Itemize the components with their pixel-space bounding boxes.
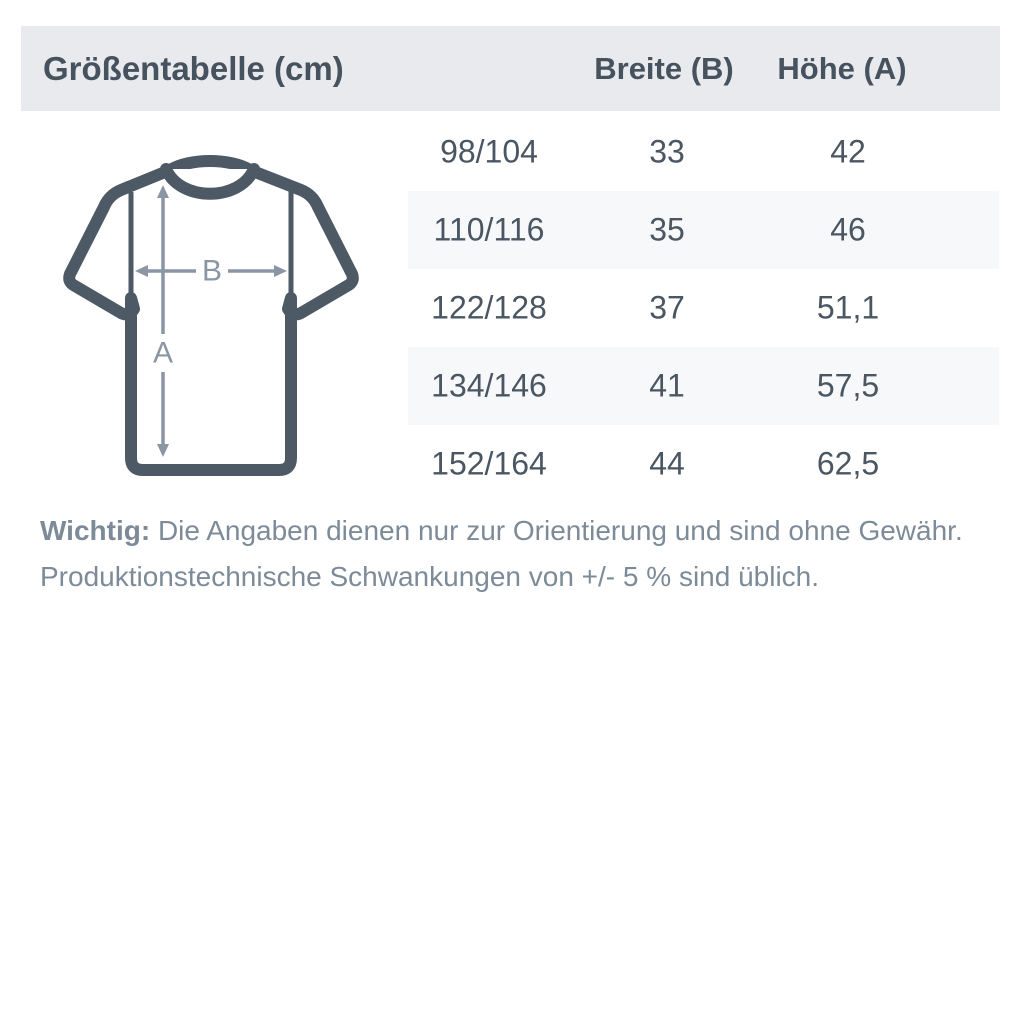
height-cell: 62,5 bbox=[816, 445, 880, 482]
note-line-2: Produktionstechnische Schwankungen von +… bbox=[40, 554, 970, 600]
width-cell: 33 bbox=[649, 133, 685, 170]
width-cell: 37 bbox=[649, 289, 685, 326]
column-header-height: Höhe (A) bbox=[777, 50, 907, 86]
height-cell: 46 bbox=[830, 211, 866, 248]
width-cell: 35 bbox=[649, 211, 685, 248]
note-line-1: Wichtig: Die Angaben dienen nur zur Orie… bbox=[40, 508, 970, 554]
note-text-1: Die Angaben dienen nur zur Orientierung … bbox=[157, 515, 963, 546]
size-cell: 134/146 bbox=[431, 367, 547, 404]
tshirt-outline bbox=[63, 155, 359, 476]
size-cell: 110/116 bbox=[433, 211, 545, 248]
page-title: Größentabelle (cm) bbox=[43, 49, 344, 87]
width-arrowhead-right bbox=[274, 265, 287, 277]
note-prefix: Wichtig: bbox=[40, 515, 151, 546]
collar-icon bbox=[160, 163, 260, 200]
height-cell: 57,5 bbox=[816, 367, 880, 404]
table-row: 110/116 35 46 bbox=[408, 191, 999, 269]
table-row: 134/146 41 57,5 bbox=[408, 347, 999, 425]
size-cell: 122/128 bbox=[431, 289, 547, 326]
height-arrow-label: A bbox=[153, 337, 173, 370]
important-note: Wichtig: Die Angaben dienen nur zur Orie… bbox=[40, 508, 970, 600]
size-cell: 98/104 bbox=[440, 133, 538, 170]
table-row: 98/104 33 42 bbox=[408, 113, 999, 191]
table-header-bar: Größentabelle (cm) Breite (B) Höhe (A) bbox=[21, 26, 1000, 111]
table-row: 122/128 37 51,1 bbox=[408, 269, 999, 347]
height-arrowhead-top bbox=[157, 185, 169, 198]
table-row: 152/164 44 62,5 bbox=[408, 425, 999, 503]
width-cell: 41 bbox=[649, 367, 685, 404]
column-header-width: Breite (B) bbox=[594, 50, 734, 86]
width-arrowhead-left bbox=[135, 265, 148, 277]
height-arrowhead-bottom bbox=[157, 444, 169, 457]
size-table: 98/104 33 42 110/116 35 46 122/128 37 51… bbox=[408, 113, 999, 503]
size-cell: 152/164 bbox=[431, 445, 547, 482]
tshirt-diagram-svg: A B bbox=[63, 155, 359, 476]
width-arrow-label: B bbox=[202, 255, 222, 288]
height-cell: 51,1 bbox=[816, 289, 880, 326]
tshirt-size-diagram: A B bbox=[55, 152, 367, 492]
width-cell: 44 bbox=[649, 445, 685, 482]
height-cell: 42 bbox=[830, 133, 866, 170]
note-text-2: Produktionstechnische Schwankungen von +… bbox=[40, 561, 820, 592]
